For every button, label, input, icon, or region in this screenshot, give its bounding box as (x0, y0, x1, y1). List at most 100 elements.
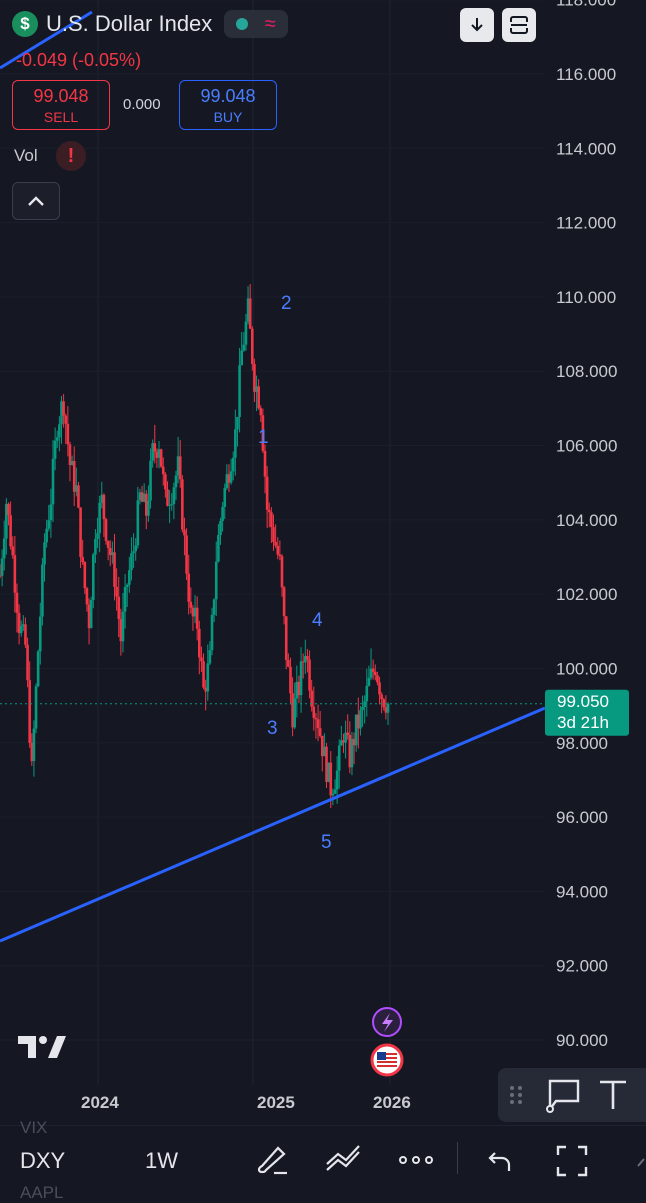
candle-body (121, 611, 125, 642)
candle-body (325, 746, 328, 782)
candle-body (24, 624, 27, 645)
download-button[interactable] (460, 8, 494, 42)
sell-button[interactable]: 99.048 SELL (12, 80, 110, 130)
candle-body (231, 457, 235, 472)
candle-body (287, 660, 290, 667)
candle-body (72, 461, 76, 492)
candle-body (172, 487, 176, 505)
fullscreen-icon[interactable] (555, 1144, 589, 1178)
candle-body (0, 558, 4, 576)
candle-body (354, 714, 358, 746)
candle-body (189, 601, 193, 608)
candle-body (318, 728, 322, 736)
wave-label[interactable]: 2 (281, 293, 292, 314)
price-chart[interactable]: 118.000 116.000 114.000 112.000 110.000 108.0… (0, 0, 646, 1125)
candle-body (155, 451, 159, 458)
candle-body (91, 554, 95, 600)
grip-icon[interactable] (506, 1080, 526, 1110)
candle-body (210, 614, 214, 651)
candle-body (227, 474, 231, 483)
candle-body (75, 485, 78, 492)
price-axis-label: 108.000 (556, 362, 617, 381)
candle-body (85, 588, 89, 605)
candle-body (53, 440, 57, 459)
candle-body (304, 655, 307, 663)
candle-body (77, 485, 80, 508)
candle-body (166, 489, 169, 506)
undo-icon[interactable] (486, 1147, 514, 1175)
symbol-header[interactable]: $ U.S. Dollar Index ≈ (12, 10, 289, 38)
price-axis-label: 118.000 (556, 0, 616, 10)
candle-body (214, 561, 218, 600)
symbol-title[interactable]: U.S. Dollar Index (46, 11, 213, 36)
wave-label[interactable]: 5 (321, 832, 332, 853)
spread-value: 0.000 (123, 96, 161, 113)
fullscreen-button[interactable] (502, 8, 536, 42)
status-pill[interactable]: ≈ (224, 10, 289, 38)
candle-body (346, 732, 350, 736)
collapse-button[interactable] (12, 182, 60, 220)
candle-body (331, 793, 335, 796)
chevron-up-icon[interactable] (630, 1154, 646, 1170)
warning-icon[interactable]: ! (56, 141, 86, 171)
countdown-value: 3d 21h (557, 713, 609, 732)
candle-body (185, 535, 188, 574)
brush-icon[interactable] (254, 1142, 290, 1178)
wave-label[interactable]: 4 (312, 610, 323, 631)
candle-body (38, 616, 42, 652)
candle-body (94, 538, 97, 555)
sell-price: 99.048 (33, 85, 89, 106)
interval-selector[interactable]: 1W (145, 1148, 178, 1173)
support-trend-line[interactable] (0, 706, 546, 943)
candle-body (386, 703, 390, 713)
dollar-icon: $ (12, 11, 38, 37)
text-callout-icon[interactable] (542, 1075, 582, 1115)
price-axis-label: 114.000 (556, 139, 616, 158)
more-icon[interactable] (398, 1152, 434, 1168)
candle-body (11, 546, 15, 556)
text-tool-icon[interactable] (596, 1077, 630, 1113)
candle-body (335, 770, 339, 790)
volume-indicator-label[interactable]: Vol (14, 146, 38, 165)
buy-button[interactable]: 99.048 BUY (179, 80, 277, 130)
candle-body (43, 542, 46, 565)
candle-body (267, 509, 271, 513)
drawing-tools-bar[interactable] (498, 1068, 646, 1122)
candle-body (5, 503, 8, 539)
flag-stripe (377, 1053, 397, 1055)
upper-trend-line[interactable] (0, 10, 93, 70)
candle-body (359, 710, 362, 729)
symbol-selector[interactable]: DXY (20, 1148, 66, 1173)
candle-body (289, 666, 292, 694)
candle-body (140, 492, 144, 502)
price-axis-label: 100.000 (556, 659, 617, 678)
candle-body (371, 668, 375, 672)
candle-body (253, 363, 256, 392)
wave-label[interactable]: 3 (267, 718, 278, 739)
candle-body (308, 659, 311, 691)
candle-body (219, 520, 222, 536)
candle-body (202, 661, 205, 688)
candle-body (312, 706, 316, 718)
candle-body (259, 408, 263, 416)
flag-stripe (377, 1061, 397, 1063)
candle-body (248, 298, 252, 329)
candle-body (108, 547, 112, 556)
wave-label[interactable]: 1 (258, 427, 269, 448)
candle-body (314, 717, 318, 720)
candle-body (242, 344, 246, 351)
candle-body (217, 535, 220, 562)
download-icon (471, 18, 483, 32)
candle-body (316, 719, 320, 729)
buy-label: BUY (213, 108, 243, 125)
candle-body (229, 471, 233, 483)
candle-body (147, 500, 150, 516)
candle-body (373, 671, 377, 676)
candle-body (293, 698, 297, 728)
candle-body (159, 449, 163, 467)
ghost-symbol-top: VIX (20, 1118, 48, 1137)
candle-body (0, 575, 2, 577)
candle-body (151, 443, 154, 461)
trend-line-tool-icon[interactable] (324, 1142, 362, 1178)
chevron-up-icon (28, 196, 44, 206)
